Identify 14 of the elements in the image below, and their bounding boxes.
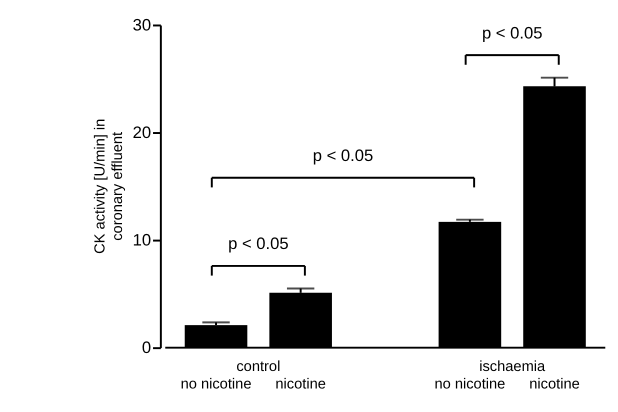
x-tick-label: no nicotine <box>434 376 506 393</box>
y-tick-label: 30 <box>132 15 152 34</box>
x-tick-label: nicotine <box>275 376 326 393</box>
x-tick-label: nicotine <box>529 376 580 393</box>
text: ischaemia <box>479 359 546 376</box>
y-tick-label: 10 <box>132 230 152 250</box>
annotation: p < 0.05 <box>228 234 289 254</box>
y-axis-title: CK activity [U/min] in coronary effluent <box>92 118 126 254</box>
y-tick-label: 0 <box>142 338 152 358</box>
annotation: p < 0.05 <box>312 146 374 165</box>
text: control <box>236 359 280 376</box>
y-tick-label: 20 <box>132 122 152 142</box>
x-tick-label: no nicotine <box>180 376 252 393</box>
annotation: p < 0.05 <box>482 23 542 42</box>
